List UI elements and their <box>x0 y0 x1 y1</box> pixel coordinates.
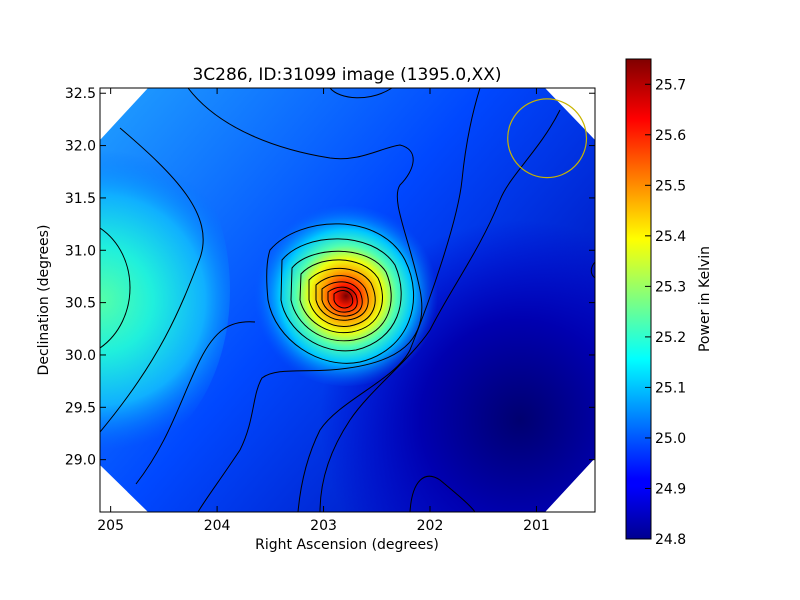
beam-marker-circle <box>507 98 588 179</box>
plot-frame <box>99 87 596 513</box>
chart-title: 3C286, ID:31099 image (1395.0,XX) <box>192 65 501 85</box>
y-axis-label: Declination (degrees) <box>36 225 52 376</box>
colorbar-tick-label: 25.2 <box>655 330 686 346</box>
y-tick-label: 31.0 <box>65 243 96 259</box>
colorbar-tick-label: 25.7 <box>655 77 686 93</box>
x-tick-label: 203 <box>310 518 337 534</box>
x-tick-label: 204 <box>204 518 231 534</box>
contour-lines <box>100 88 595 512</box>
colorbar-tick-label: 24.8 <box>655 532 686 548</box>
colorbar: 24.8 24.9 25.0 25.1 25.2 25.3 25.4 25.5 25.6 25.7… <box>625 58 713 548</box>
colorbar-label: Power in Kelvin <box>697 246 713 352</box>
colorbar-gradient <box>625 58 652 540</box>
y-tick-label: 29.5 <box>65 400 96 416</box>
colorbar-tick-label: 24.9 <box>655 481 686 497</box>
colorbar-tick-label: 25.0 <box>655 431 686 447</box>
y-axis-ticks: 29.0 29.5 30.0 30.5 31.0 31.5 32.0 32.5 <box>65 86 595 469</box>
y-tick-label: 32.5 <box>65 86 96 102</box>
colorbar-tick-label: 25.3 <box>655 279 686 295</box>
y-tick-label: 31.5 <box>65 191 96 207</box>
colorbar-tick-label: 25.1 <box>655 380 686 396</box>
y-tick-label: 30.0 <box>65 348 96 364</box>
x-axis-ticks: 205 204 203 202 201 <box>97 88 550 534</box>
x-axis-label: Right Ascension (degrees) <box>255 537 439 553</box>
colorbar-tick-label: 25.6 <box>655 128 686 144</box>
x-tick-label: 201 <box>523 518 550 534</box>
x-tick-label: 205 <box>97 518 124 534</box>
y-tick-label: 29.0 <box>65 453 96 469</box>
colorbar-tick-label: 25.5 <box>655 178 686 194</box>
colorbar-ticks: 24.8 24.9 25.0 25.1 25.2 25.3 25.4 25.5 25.6 25.7 <box>645 77 686 548</box>
x-tick-label: 202 <box>417 518 444 534</box>
y-tick-label: 32.0 <box>65 139 96 155</box>
y-tick-label: 30.5 <box>65 296 96 312</box>
colorbar-tick-label: 25.4 <box>655 229 686 245</box>
